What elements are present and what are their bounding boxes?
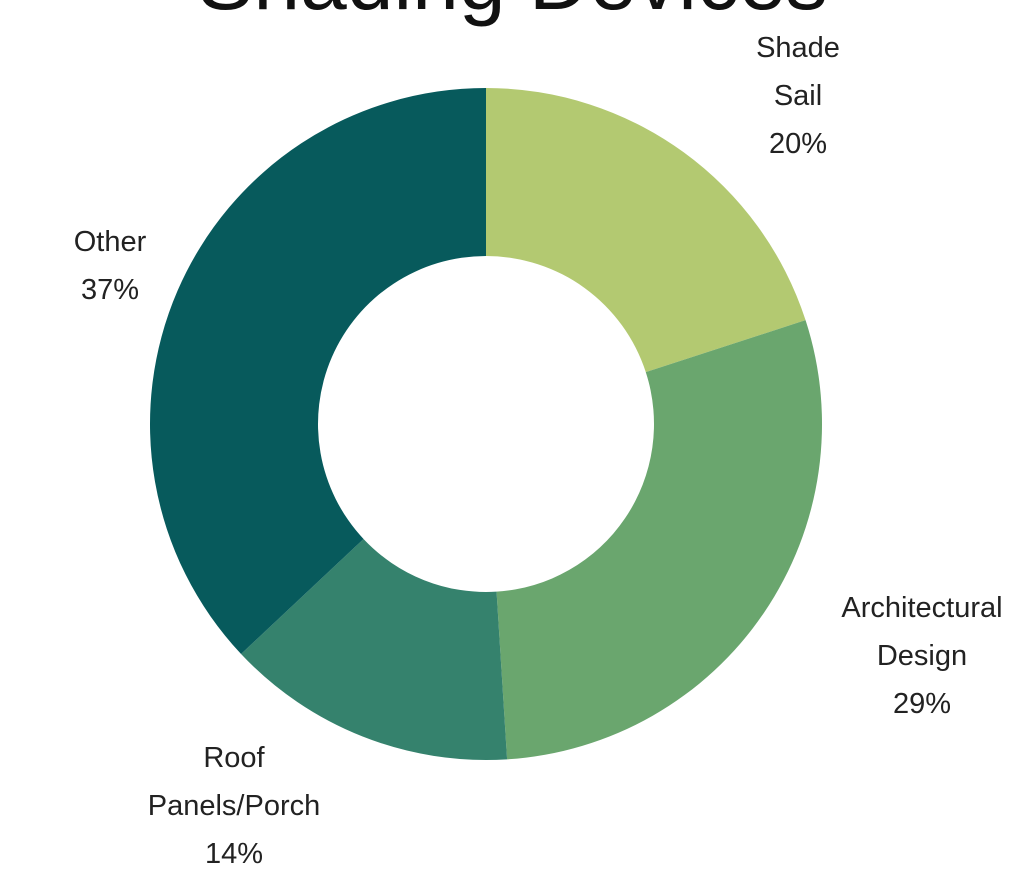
donut-slice-other: [150, 87, 486, 655]
slice-label-line: Architectural: [841, 592, 1003, 624]
slice-label-line: Other: [73, 226, 147, 258]
donut-slice-roof-panels-porch: [241, 539, 508, 760]
chart-title: Shading Devices: [0, 0, 1025, 22]
slice-label-line: Roof: [203, 742, 265, 774]
slice-label-other: Other 37%: [55, 218, 165, 314]
slice-label-line: Panels/Porch: [147, 790, 321, 822]
slice-label-line: Shade: [756, 32, 840, 64]
slice-percent-label: 14%: [204, 838, 264, 870]
slice-label-line: Design: [876, 640, 968, 672]
slice-percent-label: 20%: [768, 128, 828, 160]
slice-label-shade-sail: Shade Sail 20%: [728, 24, 868, 168]
slice-percent-label: 37%: [80, 274, 140, 306]
slice-percent-label: 29%: [892, 688, 952, 720]
slice-label-architectural-design: Architectural Design 29%: [818, 584, 1025, 728]
donut-slice-architectural-design: [496, 320, 822, 760]
donut-slice-shade-sail: [486, 88, 806, 373]
slice-label-roof-panels-porch: Roof Panels/Porch 14%: [128, 734, 340, 878]
slice-label-line: Sail: [773, 80, 823, 112]
